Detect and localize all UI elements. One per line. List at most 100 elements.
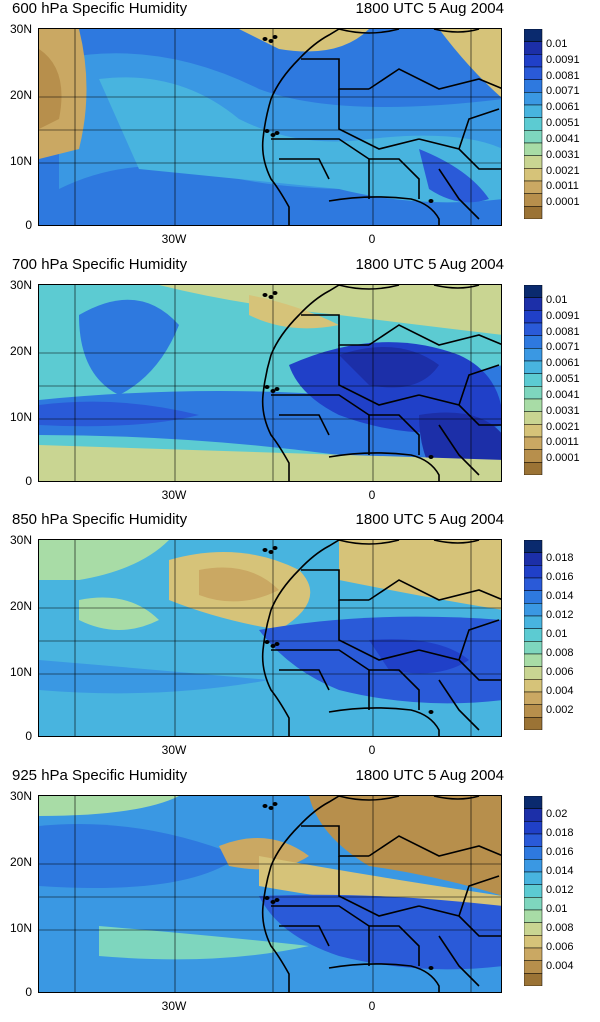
island xyxy=(264,640,270,644)
lat-label: 30N xyxy=(9,22,32,36)
colorbar-label: 0.018 xyxy=(546,552,574,564)
colorbar-label: 0.0001 xyxy=(546,196,580,209)
island xyxy=(274,131,280,135)
colorbar-swatch xyxy=(524,285,543,298)
humidity-map xyxy=(38,28,502,226)
colorbar-swatch xyxy=(524,628,543,642)
panel-date: 1800 UTC 5 Aug 2004 xyxy=(355,767,504,784)
colorbar-label: 0.0031 xyxy=(546,404,580,417)
lat-label: 0 xyxy=(25,985,32,999)
colorbar-swatch xyxy=(524,462,543,475)
island xyxy=(264,385,270,389)
country-border xyxy=(369,158,420,199)
island xyxy=(262,37,268,41)
colorbar-swatch xyxy=(524,922,543,936)
colorbar-swatch xyxy=(524,973,543,986)
country-border xyxy=(458,875,500,917)
colorbar-swatch xyxy=(524,424,543,438)
colorbar-swatch xyxy=(524,193,543,207)
colorbar-swatch xyxy=(524,704,543,718)
colorbar-swatch xyxy=(524,398,543,412)
colorbar-swatch xyxy=(524,449,543,463)
island xyxy=(270,133,276,137)
colorbar-swatch xyxy=(524,565,543,579)
country-border xyxy=(438,424,480,476)
colorbar-swatch xyxy=(524,615,543,629)
colorbar-swatch xyxy=(524,130,543,144)
country-border xyxy=(328,452,440,481)
lat-label: 0 xyxy=(25,729,32,743)
country-border xyxy=(458,364,500,406)
map-panel-3: 925 hPa Specific Humidity 1800 UTC 5 Aug … xyxy=(0,767,600,1022)
colorbar-swatch xyxy=(524,206,543,219)
island xyxy=(274,898,280,902)
colorbar-swatch xyxy=(524,590,543,604)
colorbar-label: 0.0071 xyxy=(546,341,580,354)
country-border xyxy=(418,394,501,426)
country-border xyxy=(338,29,480,34)
island xyxy=(274,642,280,646)
country-border xyxy=(271,394,370,455)
humidity-contour xyxy=(239,29,369,52)
country-border xyxy=(369,414,420,455)
humidity-contour xyxy=(39,445,501,481)
colorbar-label: 0.0031 xyxy=(546,148,580,161)
island xyxy=(428,710,434,714)
map-panel-1: 700 hPa Specific Humidity 1800 UTC 5 Aug … xyxy=(0,256,600,511)
colorbar-swatch xyxy=(524,552,543,566)
colorbar-label: 0.0061 xyxy=(546,101,580,114)
lon-label: 30W xyxy=(161,999,187,1013)
humidity-contour xyxy=(339,347,439,388)
island xyxy=(268,550,274,554)
colorbar-label: 0.006 xyxy=(546,666,574,678)
colorbar-swatch xyxy=(524,679,543,693)
colorbar-label: 0.0021 xyxy=(546,164,580,177)
country-border xyxy=(418,649,501,681)
country-border xyxy=(369,669,420,710)
colorbar-swatch xyxy=(524,436,543,450)
humidity-contour xyxy=(79,299,179,395)
humidity-map xyxy=(38,795,502,993)
country-border xyxy=(368,835,501,857)
colorbar-swatch xyxy=(524,833,543,847)
island xyxy=(272,546,278,550)
colorbar-label: 0.008 xyxy=(546,922,574,934)
country-border xyxy=(328,963,440,992)
colorbar-label: 0.008 xyxy=(546,647,574,659)
country-border xyxy=(438,168,480,220)
colorbar-swatch xyxy=(524,859,543,873)
country-border xyxy=(271,905,370,966)
colorbar-label: 0.014 xyxy=(546,865,574,877)
colorbar-swatch xyxy=(524,884,543,898)
humidity-contour xyxy=(199,567,279,602)
colorbar-swatch xyxy=(524,653,543,667)
colorbar-swatch xyxy=(524,54,543,68)
lat-label: 10N xyxy=(9,410,32,424)
island xyxy=(268,806,274,810)
humidity-contour xyxy=(259,894,501,970)
country-border xyxy=(368,324,501,346)
humidity-map xyxy=(38,284,502,482)
colorbar-label: 0.0081 xyxy=(546,325,580,338)
panel-title: 850 hPa Specific Humidity xyxy=(12,511,188,528)
island xyxy=(274,387,280,391)
colorbar-label: 0.0071 xyxy=(546,85,580,98)
colorbar-swatch xyxy=(524,666,543,680)
country-border xyxy=(301,569,369,601)
colorbar-swatch xyxy=(524,935,543,949)
country-border xyxy=(418,138,501,170)
humidity-contour xyxy=(249,295,339,329)
colorbar-label: 0.004 xyxy=(546,685,574,697)
island xyxy=(268,39,274,43)
lat-label: 0 xyxy=(25,474,32,488)
panel-date: 1800 UTC 5 Aug 2004 xyxy=(355,256,504,273)
lat-label: 20N xyxy=(9,88,32,102)
colorbar-label: 0.0011 xyxy=(546,436,579,449)
lat-label: 30N xyxy=(9,278,32,292)
colorbar-label: 0.002 xyxy=(546,704,574,716)
humidity-contour xyxy=(419,149,489,203)
lon-label: 30W xyxy=(161,232,187,246)
panel-title: 700 hPa Specific Humidity xyxy=(12,256,188,273)
country-border xyxy=(368,68,501,90)
country-border xyxy=(279,158,330,180)
